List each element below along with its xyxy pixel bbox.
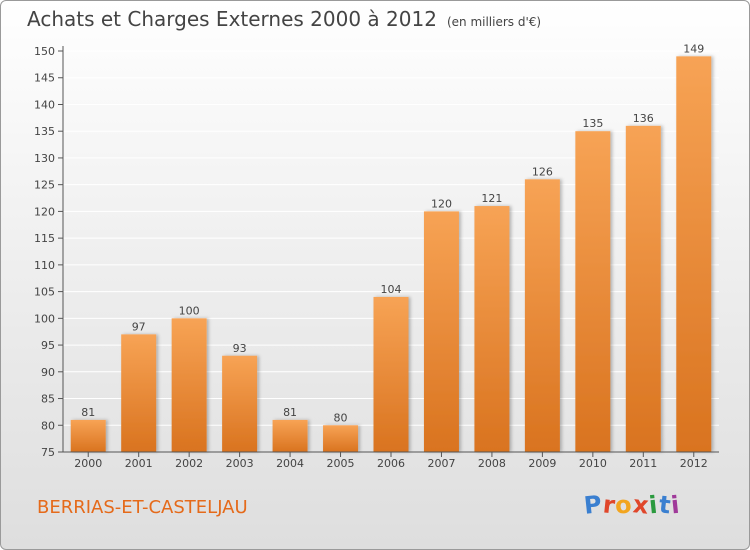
data-label: 80 [334, 411, 348, 424]
y-tick-label: 120 [34, 205, 55, 218]
data-label: 97 [132, 320, 146, 333]
bar [70, 419, 106, 452]
y-tick-label: 85 [41, 393, 55, 406]
bars: 81 97 100 93 81 80 104 120 121 126 135 136 149 [70, 42, 712, 452]
x-tick-label: 2003 [226, 457, 254, 470]
bar [272, 419, 308, 452]
data-label: 81 [81, 406, 95, 419]
logo-letter: i [669, 490, 682, 520]
x-tick-label: 2002 [175, 457, 203, 470]
x-tick-label: 2005 [327, 457, 355, 470]
bar [121, 334, 157, 452]
y-tick-label: 110 [34, 259, 55, 272]
chart-title: Achats et Charges Externes 2000 à 2012 [27, 7, 437, 31]
y-tick-label: 135 [34, 125, 55, 138]
x-tick-label: 2009 [528, 457, 556, 470]
bar [423, 211, 459, 452]
y-tick-label: 105 [34, 286, 55, 299]
bar [171, 318, 207, 452]
bar [323, 425, 359, 452]
x-tick-label: 2007 [427, 457, 455, 470]
bar [625, 125, 661, 452]
data-label: 149 [683, 42, 704, 55]
data-label: 136 [633, 112, 654, 125]
y-tick-label: 145 [34, 72, 55, 85]
y-tick-label: 130 [34, 152, 55, 165]
bar [373, 296, 409, 452]
data-label: 120 [431, 197, 452, 210]
x-tick-label: 2011 [629, 457, 657, 470]
x-tick-label: 2001 [125, 457, 153, 470]
bar [575, 131, 611, 452]
y-tick-label: 80 [41, 419, 55, 432]
x-tick-label: 2000 [74, 457, 102, 470]
data-label: 104 [381, 283, 402, 296]
bar [474, 206, 510, 452]
axes: 75 80 85 90 95 100 105 110 115 120 125 130 135 140 145… [34, 45, 719, 470]
chart-title-block: Achats et Charges Externes 2000 à 2012 (e… [27, 7, 541, 31]
y-tick-label: 150 [34, 45, 55, 58]
x-tick-label: 2010 [579, 457, 607, 470]
proxiti-logo: Proxiti [583, 490, 682, 520]
x-tick-label: 2004 [276, 457, 304, 470]
y-tick-label: 125 [34, 179, 55, 192]
bar [524, 179, 560, 452]
y-tick-label: 115 [34, 232, 55, 245]
data-label: 126 [532, 165, 553, 178]
y-tick-label: 90 [41, 366, 55, 379]
x-tick-label: 2006 [377, 457, 405, 470]
data-label: 100 [179, 304, 200, 317]
y-tick-label: 100 [34, 312, 55, 325]
y-tick-label: 140 [34, 98, 55, 111]
y-tick-label: 95 [41, 339, 55, 352]
data-label: 93 [233, 342, 247, 355]
data-label: 135 [582, 117, 603, 130]
data-label: 81 [283, 406, 297, 419]
x-tick-label: 2008 [478, 457, 506, 470]
y-tick-label: 75 [41, 446, 55, 459]
bar [676, 56, 712, 452]
data-label: 121 [481, 192, 502, 205]
bar [222, 355, 258, 452]
chart-unit: (en milliers d'€) [446, 15, 542, 29]
commune-name: BERRIAS-ET-CASTELJAU [37, 497, 248, 518]
x-tick-label: 2012 [680, 457, 708, 470]
